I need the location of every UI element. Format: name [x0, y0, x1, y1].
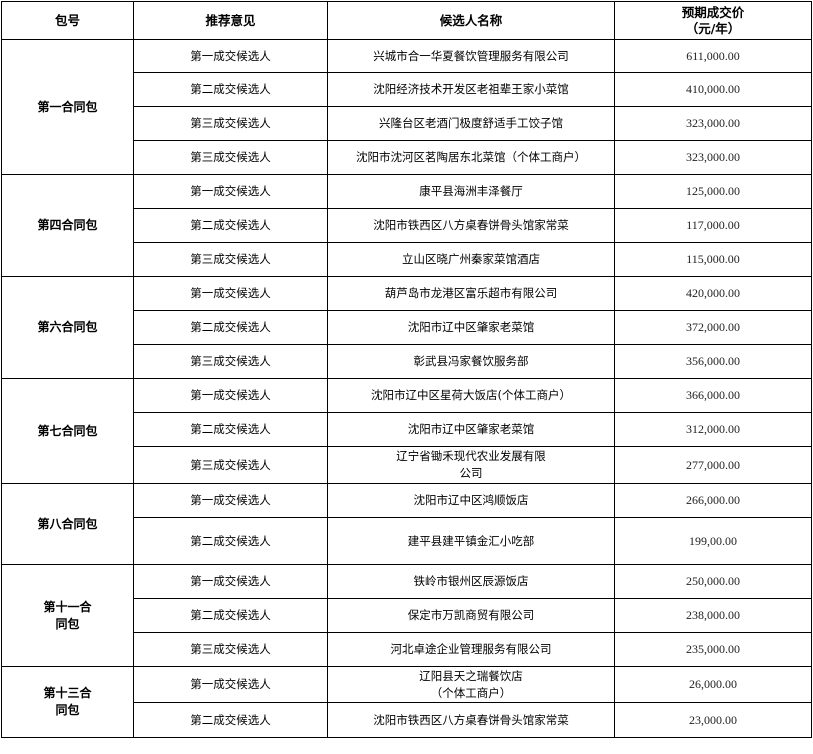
recommendation-cell: 第二成交候选人	[133, 598, 328, 633]
table-row: 第二成交候选人 沈阳市铁西区八方桌春饼骨头馆家常菜 117,000.00	[2, 208, 812, 243]
candidate-cell: 沈阳市铁西区八方桌春饼骨头馆家常菜	[327, 702, 615, 738]
table-row: 第十一合 同包 第一成交候选人 铁岭市银州区辰源饭店 250,000.00	[1, 564, 812, 667]
header-package: 包号	[1, 1, 134, 40]
header-candidate: 候选人名称	[327, 1, 615, 40]
price-cell: 238,000.00	[614, 598, 812, 633]
price-cell: 115,000.00	[614, 242, 812, 277]
table-row: 第二成交候选人 保定市万凯商贸有限公司 238,000.00	[2, 598, 812, 633]
candidate-cell: 兴隆台区老酒门极度舒适手工饺子馆	[327, 106, 615, 141]
recommendation-cell: 第三成交候选人	[133, 242, 328, 277]
recommendation-cell: 第三成交候选人	[133, 140, 328, 175]
price-cell: 23,000.00	[614, 702, 812, 738]
recommendation-cell: 第一成交候选人	[133, 483, 328, 518]
header-row: 包号 推荐意见 候选人名称 预期成交价 （元/年）	[1, 1, 812, 40]
candidate-cell: 立山区晓广州秦家菜馆酒店	[327, 242, 615, 277]
recommendation-cell: 第一成交候选人	[133, 378, 328, 413]
candidate-cell: 辽阳县天之瑞餐饮店 （个体工商户）	[327, 666, 615, 703]
candidate-cell: 康平县海洲丰泽餐厅	[327, 174, 615, 209]
package-cell: 第八合同包	[1, 483, 134, 565]
package-cell: 第十三合 同包	[1, 666, 134, 738]
recommendation-cell: 第二成交候选人	[133, 310, 328, 345]
recommendation-cell: 第一成交候选人	[133, 276, 328, 311]
table-row: 第三成交候选人 河北卓途企业管理服务有限公司 235,000.00	[2, 632, 812, 667]
table-row: 第二成交候选人 沈阳经济技术开发区老祖辈王家小菜馆 410,000.00	[2, 72, 812, 107]
header-price: 预期成交价 （元/年）	[614, 1, 812, 40]
table-row: 第三成交候选人 兴隆台区老酒门极度舒适手工饺子馆 323,000.00	[2, 106, 812, 141]
candidate-cell: 保定市万凯商贸有限公司	[327, 598, 615, 633]
candidate-cell: 建平县建平镇金汇小吃部	[327, 517, 615, 565]
table-row: 第十三合 同包 第一成交候选人 辽阳县天之瑞餐饮店 （个体工商户） 26,000.00	[1, 666, 812, 738]
table-row: 第二成交候选人 建平县建平镇金汇小吃部 199,00.00	[2, 517, 812, 565]
price-cell: 250,000.00	[614, 564, 812, 599]
recommendation-cell: 第二成交候选人	[133, 208, 328, 243]
package-cell: 第一合同包	[1, 39, 134, 175]
recommendation-cell: 第三成交候选人	[133, 344, 328, 379]
price-cell: 312,000.00	[614, 412, 812, 447]
price-cell: 199,00.00	[614, 517, 812, 565]
table-row: 第六合同包 第一成交候选人 葫芦岛市龙港区富乐超市有限公司 420,000.00	[1, 276, 812, 379]
table-row: 第二成交候选人 沈阳市辽中区肇家老菜馆 372,000.00	[2, 310, 812, 345]
candidate-cell: 兴城市合一华夏餐饮管理服务有限公司	[327, 39, 615, 73]
candidate-cell: 沈阳市沈河区茗陶居东北菜馆（个体工商户）	[327, 140, 615, 175]
candidate-cell: 沈阳市辽中区星荷大饭店(个体工商户）	[327, 378, 615, 413]
candidate-cell: 沈阳市铁西区八方桌春饼骨头馆家常菜	[327, 208, 615, 243]
price-cell: 125,000.00	[614, 174, 812, 209]
recommendation-cell: 第一成交候选人	[133, 666, 328, 703]
price-cell: 266,000.00	[614, 483, 812, 518]
candidate-cell: 沈阳市辽中区肇家老菜馆	[327, 412, 615, 447]
table-row: 第八合同包 第一成交候选人 沈阳市辽中区鸿顺饭店 266,000.00	[1, 483, 812, 565]
header-recommendation: 推荐意见	[133, 1, 328, 40]
price-cell: 372,000.00	[614, 310, 812, 345]
price-cell: 277,000.00	[614, 446, 812, 484]
price-cell: 410,000.00	[614, 72, 812, 107]
candidate-cell: 铁岭市银州区辰源饭店	[327, 564, 615, 599]
table-row: 第三成交候选人 彰武县冯家餐饮服务部 356,000.00	[2, 344, 812, 379]
table-row: 第三成交候选人 立山区晓广州秦家菜馆酒店 115,000.00	[2, 242, 812, 277]
table-row: 第三成交候选人 沈阳市沈河区茗陶居东北菜馆（个体工商户） 323,000.00	[2, 140, 812, 175]
candidate-cell: 沈阳经济技术开发区老祖辈王家小菜馆	[327, 72, 615, 107]
table-row: 第七合同包 第一成交候选人 沈阳市辽中区星荷大饭店(个体工商户） 366,000.00	[1, 378, 812, 484]
table-row: 第四合同包 第一成交候选人 康平县海洲丰泽餐厅 125,000.00	[1, 174, 812, 277]
price-cell: 26,000.00	[614, 666, 812, 703]
price-cell: 611,000.00	[614, 39, 812, 73]
package-cell: 第四合同包	[1, 174, 134, 277]
price-cell: 356,000.00	[614, 344, 812, 379]
table-row: 第三成交候选人 辽宁省锄禾现代农业发展有限 公司 277,000.00	[2, 446, 812, 484]
recommendation-cell: 第一成交候选人	[133, 39, 328, 73]
recommendation-cell: 第二成交候选人	[133, 412, 328, 447]
recommendation-cell: 第三成交候选人	[133, 632, 328, 667]
table-row: 第一合同包 第一成交候选人 兴城市合一华夏餐饮管理服务有限公司 611,000.00	[1, 39, 812, 175]
candidate-cell: 彰武县冯家餐饮服务部	[327, 344, 615, 379]
recommendation-cell: 第三成交候选人	[133, 446, 328, 484]
price-cell: 420,000.00	[614, 276, 812, 311]
candidate-cell: 河北卓途企业管理服务有限公司	[327, 632, 615, 667]
recommendation-cell: 第二成交候选人	[133, 702, 328, 738]
candidate-cell: 辽宁省锄禾现代农业发展有限 公司	[327, 446, 615, 484]
price-cell: 323,000.00	[614, 106, 812, 141]
candidate-cell: 沈阳市辽中区鸿顺饭店	[327, 483, 615, 518]
price-cell: 323,000.00	[614, 140, 812, 175]
candidate-table: 包号 推荐意见 候选人名称 预期成交价 （元/年） 第一合同包 第一成交候选人 兴城…	[1, 1, 812, 738]
package-cell: 第六合同包	[1, 276, 134, 379]
package-cell: 第七合同包	[1, 378, 134, 484]
candidate-cell: 葫芦岛市龙港区富乐超市有限公司	[327, 276, 615, 311]
recommendation-cell: 第一成交候选人	[133, 174, 328, 209]
recommendation-cell: 第三成交候选人	[133, 106, 328, 141]
recommendation-cell: 第二成交候选人	[133, 517, 328, 565]
candidate-cell: 沈阳市辽中区肇家老菜馆	[327, 310, 615, 345]
recommendation-cell: 第一成交候选人	[133, 564, 328, 599]
table-row: 第二成交候选人 沈阳市铁西区八方桌春饼骨头馆家常菜 23,000.00	[2, 702, 812, 738]
price-cell: 235,000.00	[614, 632, 812, 667]
table-row: 第二成交候选人 沈阳市辽中区肇家老菜馆 312,000.00	[2, 412, 812, 447]
recommendation-cell: 第二成交候选人	[133, 72, 328, 107]
price-cell: 366,000.00	[614, 378, 812, 413]
price-cell: 117,000.00	[614, 208, 812, 243]
package-cell: 第十一合 同包	[1, 564, 134, 667]
